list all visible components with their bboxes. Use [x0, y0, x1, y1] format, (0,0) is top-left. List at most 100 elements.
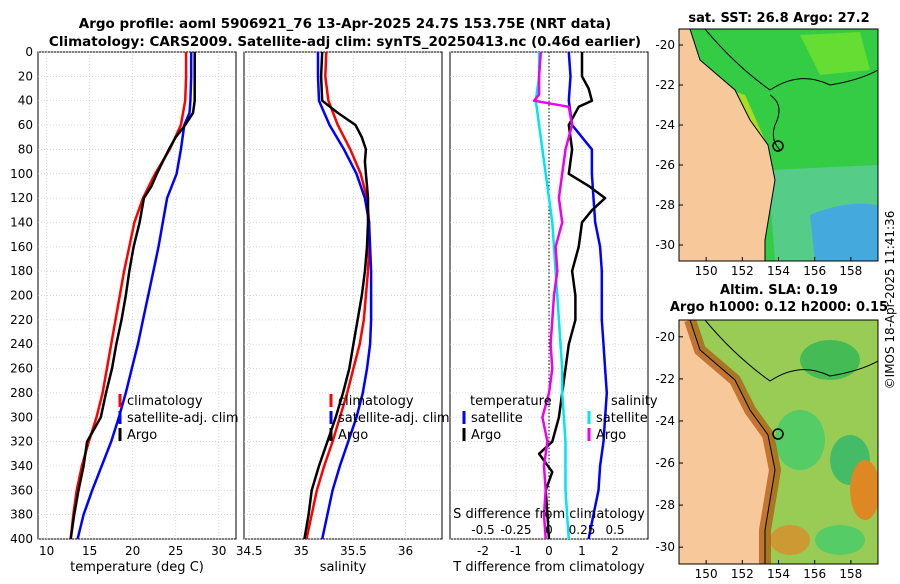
map-y-tick-label: -22: [655, 372, 675, 386]
map-y-tick-label: -20: [655, 38, 675, 52]
sla-eddy: [775, 410, 825, 470]
sst-depth-contour: [704, 29, 878, 91]
series-line-satellite-adj-clim: [316, 52, 373, 540]
sst-map-ticks: 150 152 154 156 158 -20 -22 -24 -26 -28 -30: [655, 38, 862, 278]
map-x-tick-label: 152: [731, 264, 754, 278]
map-y-tick-label: -20: [655, 330, 675, 344]
legend-label-temp-satellite: satellite: [471, 411, 523, 426]
legend-label-sal-satellite: satellite: [596, 411, 648, 426]
legend-header-salinity: salinity: [611, 394, 658, 409]
legend-label-satellite: satellite-adj. clim: [127, 411, 239, 426]
salinity-grid: [244, 51, 442, 540]
difference-panel: -2 -1 0 1 2 T difference from climatology S …: [449, 51, 658, 575]
y-tick-label: 100: [10, 167, 33, 181]
x-tick-label: -2: [477, 544, 489, 558]
map-y-tick-label: -26: [655, 158, 675, 172]
x-tick-label: 2: [611, 544, 619, 558]
sst-land: [679, 29, 775, 261]
sst-reef-outline: [769, 94, 781, 151]
temperature-legend: climatology satellite-adj. clim Argo: [118, 394, 239, 443]
map-x-tick-label: 156: [803, 567, 826, 580]
map-x-tick-label: 152: [731, 567, 754, 580]
series-line-argo: [69, 52, 196, 540]
sla-depth-contour: [704, 320, 878, 382]
sla-argo-position: [772, 428, 784, 440]
y-tick-label: 80: [18, 142, 33, 156]
sla-map: Altim. SLA: 0.19 Argo h1000: 0.12 h2000:…: [655, 283, 888, 581]
y-tick-label: 220: [10, 313, 33, 327]
map-y-tick-label: -26: [655, 456, 675, 470]
s-tick-label: -0.5: [471, 523, 494, 537]
temperature-series: [69, 52, 196, 540]
map-x-tick-label: 156: [803, 264, 826, 278]
difference-legend: temperature salinity satellite Argo sate…: [462, 394, 658, 443]
map-y-tick-label: -22: [655, 78, 675, 92]
map-x-tick-label: 150: [695, 264, 718, 278]
x-tick-label: 35: [294, 544, 309, 558]
sla-eddy: [800, 340, 860, 380]
y-tick-label: 360: [10, 483, 33, 497]
legend-label-argo: Argo: [127, 428, 157, 443]
y-tick-label: 40: [18, 94, 33, 108]
difference-series: [532, 51, 609, 540]
series-line-argo: [303, 51, 370, 540]
x-tick-label: 30: [211, 544, 226, 558]
salinity-legend: climatology satellite-adj. clim Argo: [329, 394, 450, 443]
sla-map-title-line2: Argo h1000: 0.12 h2000: 0.15: [670, 300, 888, 315]
sst-map-field: [679, 29, 878, 261]
sla-eddy: [815, 525, 865, 555]
x-tick-label: 10: [39, 544, 54, 558]
sst-warm-patch: [800, 32, 870, 75]
x-tick-label: 0: [545, 544, 553, 558]
s-difference-axis: S difference from climatology -0.5 -0.25…: [453, 507, 645, 537]
s-tick-label: -0.25: [500, 523, 531, 537]
x-tick-label: 36: [398, 544, 413, 558]
series-line-satellite-adj-clim: [76, 52, 193, 540]
y-tick-label: 20: [18, 69, 33, 83]
sla-land: [679, 320, 775, 564]
series-line-salinity-argo: [532, 51, 574, 540]
x-tick-label: 25: [168, 544, 183, 558]
temperature-ticks: 10 15 20 25 30020406080100120140160180200220…: [10, 45, 226, 558]
x-tick-label: 20: [125, 544, 140, 558]
s-tick-label: 0.25: [569, 523, 596, 537]
sst-cold-eddy: [810, 203, 878, 261]
x-tick-label: 15: [82, 544, 97, 558]
y-tick-label: 0: [25, 45, 33, 59]
sst-map-title: sat. SST: 26.8 Argo: 27.2: [688, 11, 869, 26]
x-tick-label: -1: [510, 544, 522, 558]
s-tick-label: 0.5: [605, 523, 624, 537]
map-x-tick-label: 154: [767, 567, 790, 580]
y-tick-label: 200: [10, 289, 33, 303]
timestamp-stamp: ©IMOS 18-Apr-2025 11:41:36: [883, 211, 897, 390]
map-x-tick-label: 154: [767, 264, 790, 278]
sst-map: sat. SST: 26.8 Argo: 27.2 150 152 154 156 15…: [655, 11, 879, 278]
temperature-grid: [38, 51, 236, 540]
y-tick-label: 300: [10, 410, 33, 424]
s-tick-label: 0: [545, 523, 553, 537]
legend-label-sal-argo: Argo: [596, 428, 626, 443]
map-y-tick-label: -30: [655, 540, 675, 554]
y-tick-label: 260: [10, 362, 33, 376]
legend-header-temperature: temperature: [470, 394, 552, 409]
y-tick-label: 120: [10, 191, 33, 205]
salinity-xlabel: salinity: [320, 560, 367, 575]
map-y-tick-label: -28: [655, 498, 675, 512]
y-tick-label: 240: [10, 337, 33, 351]
map-x-tick-label: 158: [839, 264, 862, 278]
sla-high-anomaly: [770, 525, 810, 555]
x-tick-label: 35.5: [340, 544, 367, 558]
y-tick-label: 180: [10, 264, 33, 278]
map-y-tick-label: -30: [655, 238, 675, 252]
sla-map-ticks: 150 152 154 156 158 -20 -22 -24 -26 -28 -30: [655, 330, 862, 581]
temperature-panel: 10 15 20 25 30020406080100120140160180200220…: [10, 45, 239, 575]
salinity-ticks: 34.5 35 35.5 36: [236, 544, 413, 558]
y-tick-label: 160: [10, 240, 33, 254]
series-line-temperature-satellite: [567, 51, 609, 540]
y-tick-label: 340: [10, 459, 33, 473]
sst-argo-position: [772, 140, 784, 152]
legend-label-temp-argo: Argo: [471, 428, 501, 443]
legend-label-climatology: climatology: [127, 394, 203, 409]
x-tick-label: 1: [578, 544, 586, 558]
